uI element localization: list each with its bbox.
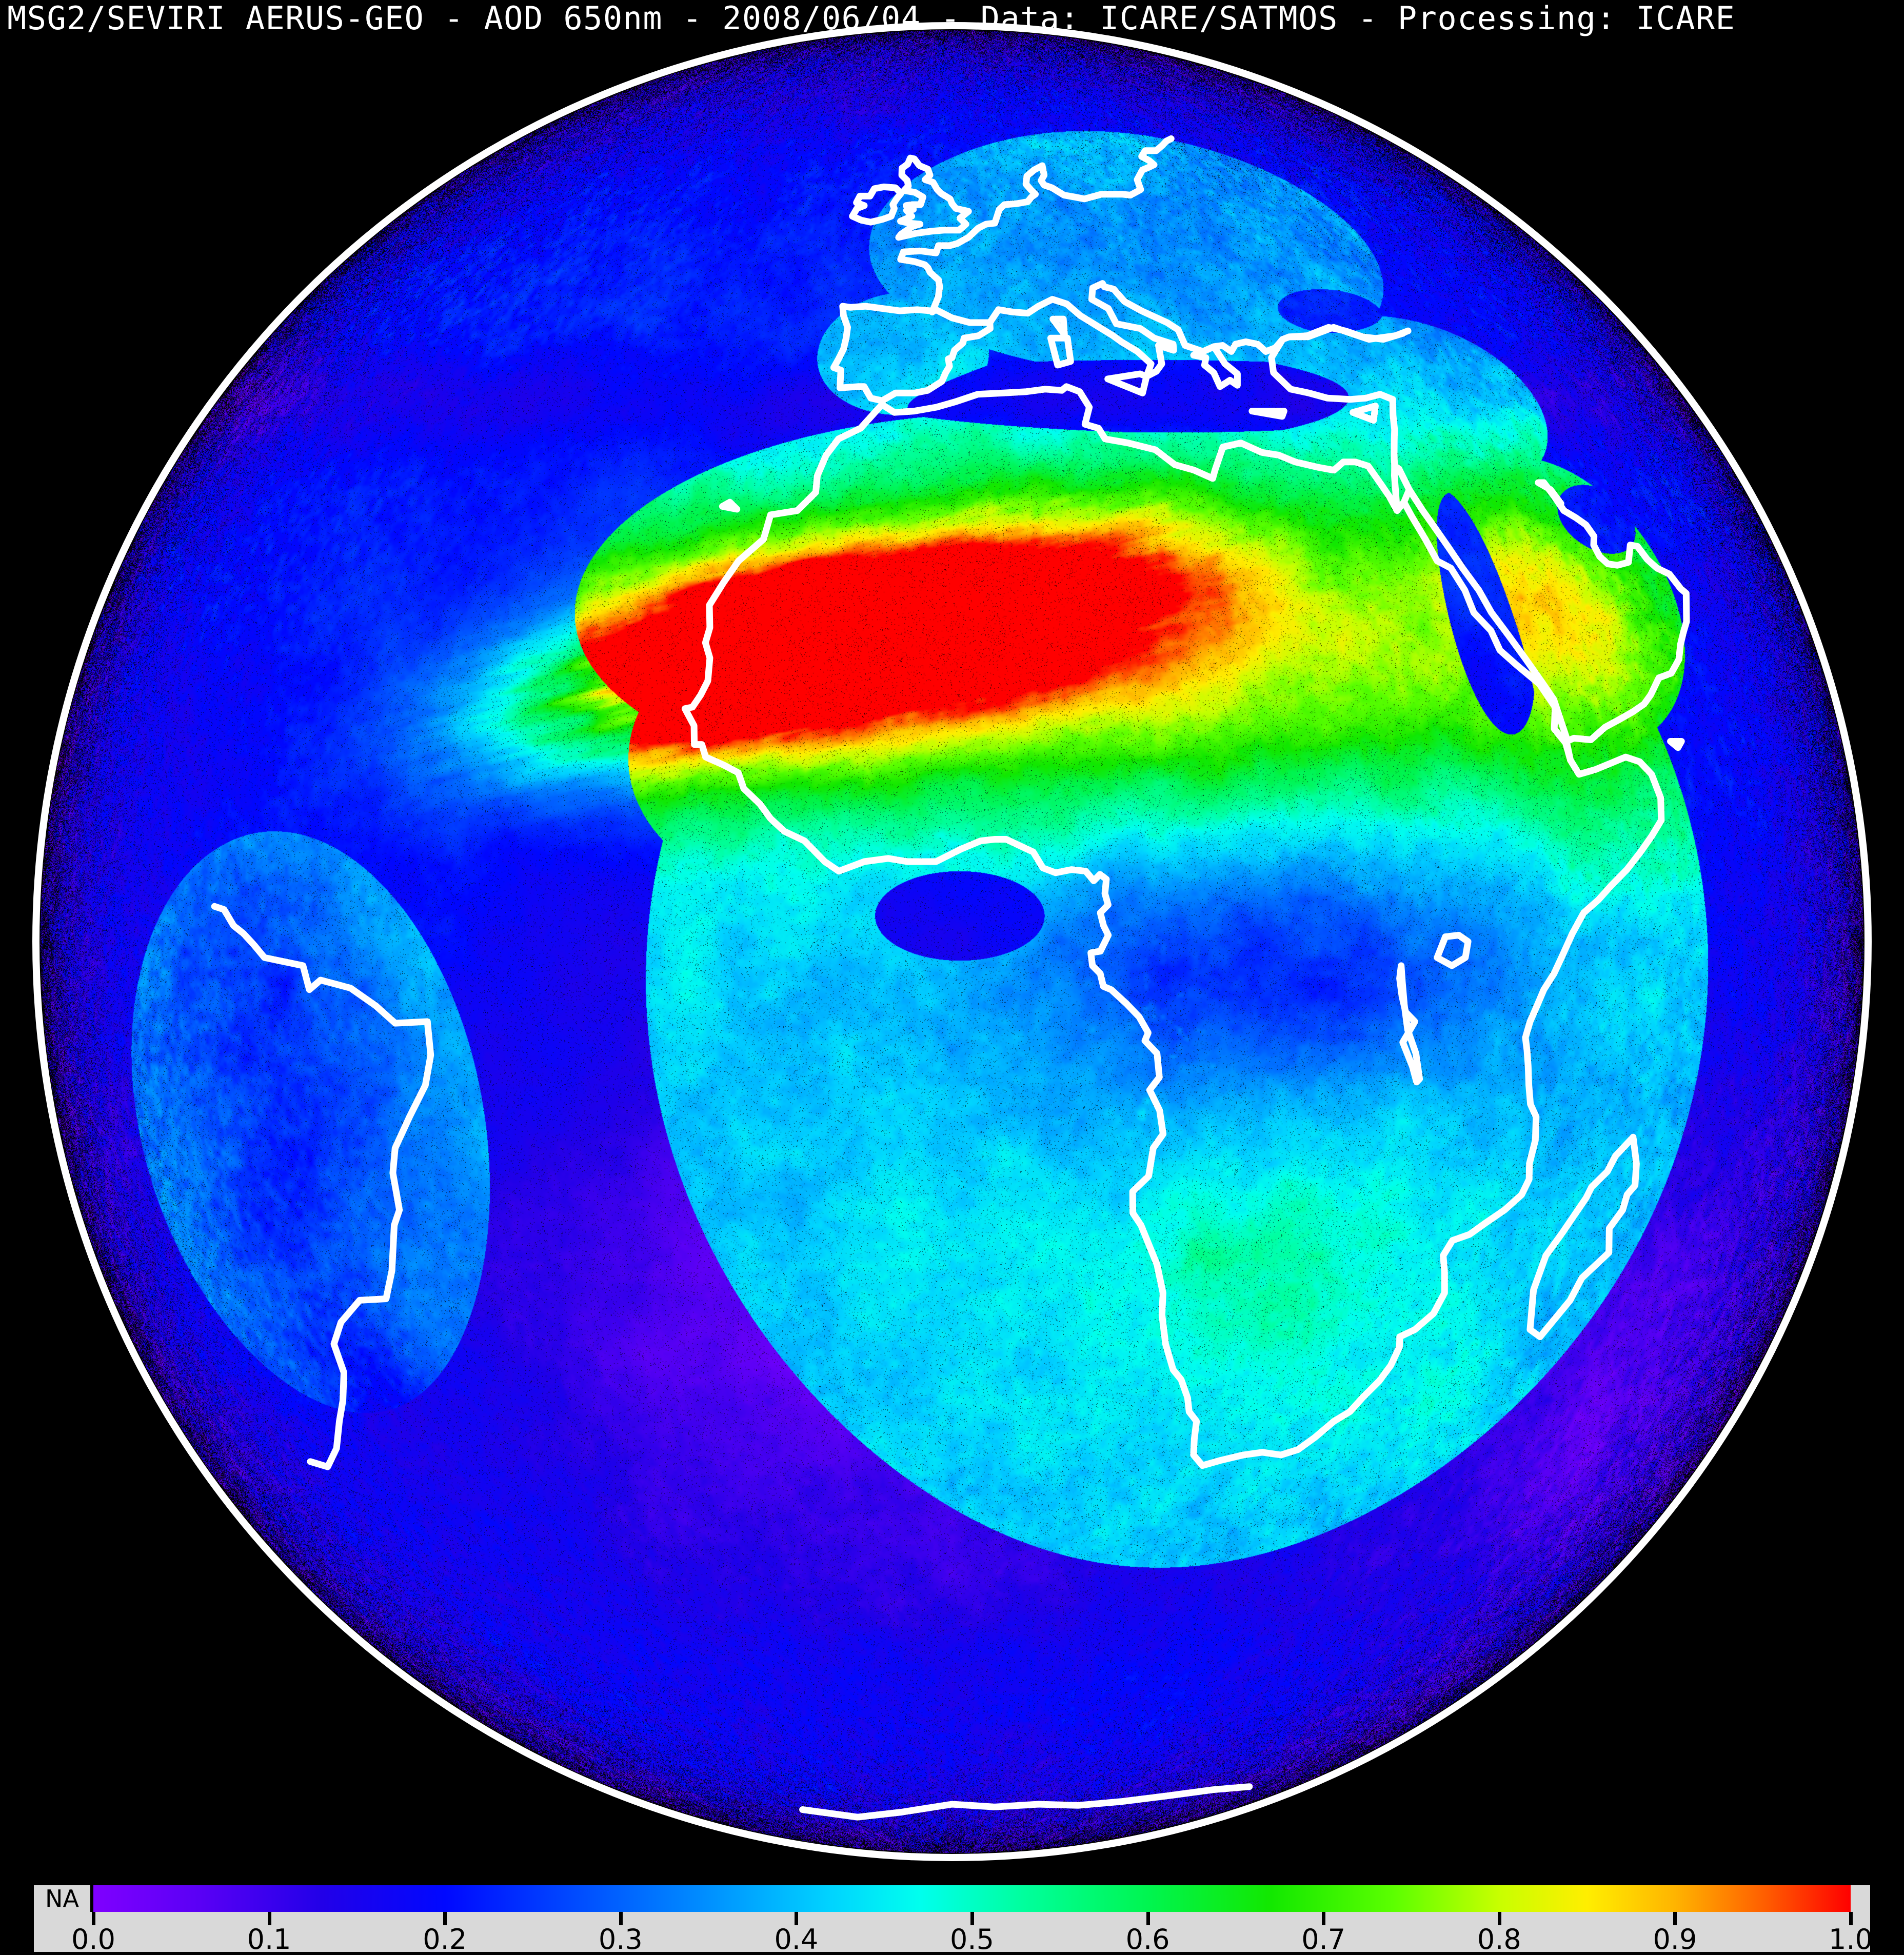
coastline-britain <box>895 154 972 241</box>
colorbar-tick-mark <box>1146 1912 1150 1925</box>
colorbar-tick-mark <box>92 1912 95 1925</box>
colorbar-ticks: 0.0 0.1 0.2 0.3 0.4 0.5 0.6 0.7 0.8 0.9 1.0 <box>34 1912 1873 1955</box>
coastline-italy2 <box>986 303 1042 326</box>
coastline-crete <box>1248 408 1287 420</box>
aod-full-disc-image <box>0 0 1904 1877</box>
coastline-levant <box>1389 396 1401 514</box>
colorbar-tick-mark <box>443 1912 447 1925</box>
globe-vector-overlay <box>32 22 1872 1861</box>
colorbar-gradient <box>93 1885 1851 1912</box>
coastline-corsica <box>1049 315 1068 338</box>
colorbar-tick-label: 0.9 <box>1653 1923 1697 1955</box>
coastline-redsea_e <box>1405 486 1571 745</box>
colorbar-tick-label: 0.0 <box>71 1923 115 1955</box>
coastline-ireland <box>849 183 905 226</box>
colorbar-tick-label: 0.1 <box>247 1923 291 1955</box>
colorbar-tick-mark <box>970 1912 974 1925</box>
coastline-sinai <box>1391 463 1413 506</box>
colorbar-na-swatch <box>90 1885 93 1912</box>
colorbar-tick-label: 0.2 <box>423 1923 467 1955</box>
colorbar-tick-mark <box>1322 1912 1326 1925</box>
coastline-africa <box>681 383 1665 1469</box>
coastline-arabia <box>1535 479 1690 764</box>
colorbar-tick-mark <box>1497 1912 1501 1925</box>
globe-image-area <box>0 0 1904 1877</box>
colorbar-tick-label: 0.3 <box>598 1923 643 1955</box>
colorbar-tick-label: 0.7 <box>1301 1923 1346 1955</box>
colorbar-tick-mark <box>619 1912 623 1925</box>
coastline-layer <box>211 135 1690 1821</box>
earth-limb-circle <box>32 22 1872 1861</box>
coastline-victoria <box>1434 932 1472 969</box>
colorbar-tick-mark <box>795 1912 799 1925</box>
colorbar-tick-mark <box>267 1912 271 1925</box>
coastline-madagascar <box>1526 1133 1640 1341</box>
coastline-greece <box>1190 343 1241 390</box>
coastline-europe_france <box>897 135 1175 315</box>
colorbar-tick-mark <box>1673 1912 1677 1925</box>
colorbar-tick-label: 0.4 <box>774 1923 819 1955</box>
colorbar: NA 0.0 0.1 0.2 0.3 0.4 0.5 0.6 0.7 0.8 0.9 1.0 <box>34 1885 1873 1955</box>
coastline-socotra <box>1667 738 1685 751</box>
coastline-sthamerica <box>307 1018 434 1470</box>
coastline-cyprus <box>1350 403 1379 424</box>
colorbar-na-label: NA <box>34 1885 90 1912</box>
colorbar-tick-label: 0.5 <box>950 1923 994 1955</box>
coastline-turkey_levant <box>1268 336 1396 403</box>
coastline-greatlakes <box>1396 962 1423 1086</box>
colorbar-tick-label: 0.6 <box>1125 1923 1170 1955</box>
coastline-sardinia <box>1047 334 1074 369</box>
limb-circle <box>32 22 1872 1861</box>
coastline-europe_iberia <box>830 303 994 404</box>
coastline-sicily <box>1104 370 1150 396</box>
coastline-canaries <box>719 498 741 513</box>
colorbar-tick-label: 1.0 <box>1829 1923 1873 1955</box>
colorbar-tick-mark <box>1849 1912 1853 1925</box>
coastline-antarctic <box>799 1783 1253 1821</box>
colorbar-tick-label: 0.8 <box>1477 1923 1521 1955</box>
coastline-sthamerica_n <box>211 903 431 1027</box>
coastline-blacksea_s <box>1285 324 1412 343</box>
